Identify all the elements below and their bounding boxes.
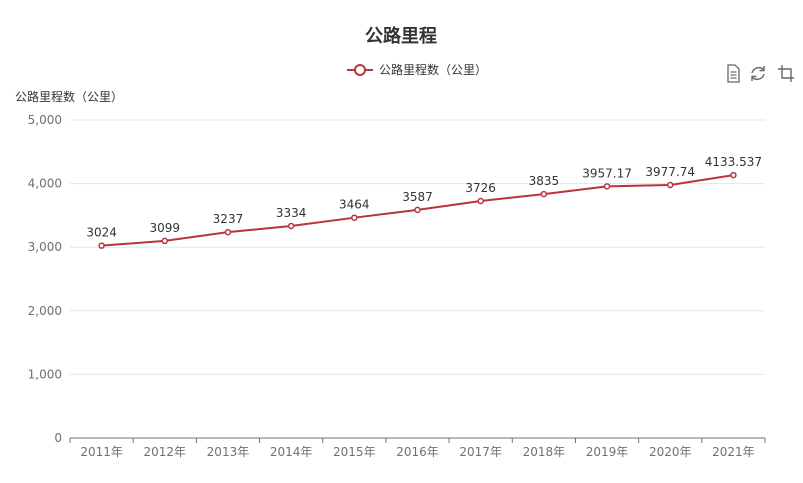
save-image-icon[interactable]	[778, 65, 794, 82]
data-point	[666, 181, 674, 189]
data-view-icon[interactable]	[727, 64, 740, 83]
x-tick-label: 2013年	[207, 445, 250, 459]
legend-circle-marker	[354, 64, 366, 76]
data-label: 4133.537	[705, 155, 762, 169]
toolbox	[727, 64, 794, 83]
x-tick-label: 2011年	[80, 445, 123, 459]
x-tick-label: 2012年	[143, 445, 186, 459]
data-label: 3726	[465, 181, 496, 195]
y-tick-label: 4,000	[28, 177, 62, 191]
data-point	[224, 228, 232, 236]
data-label: 3099	[149, 221, 180, 235]
data-label: 3835	[529, 174, 560, 188]
chart-title: 公路里程	[365, 25, 437, 47]
y-tick-label: 0	[54, 431, 62, 445]
data-point	[477, 197, 484, 205]
data-point	[414, 206, 421, 214]
x-tick-label: 2019年	[586, 445, 629, 459]
y-tick-label: 3,000	[28, 240, 62, 254]
data-point	[603, 183, 611, 190]
data-point	[730, 171, 737, 179]
data-label: 3334	[276, 206, 307, 220]
data-label: 3464	[339, 198, 370, 212]
y-axis-name: 公路里程数（公里）	[15, 89, 123, 104]
x-tick-label: 2015年	[333, 445, 376, 459]
data-label: 3587	[402, 190, 433, 204]
data-point	[98, 242, 105, 249]
x-tick-label: 2021年	[712, 445, 755, 459]
plot-area: 0 1,000 2,000 3,000 4,000 5,000 2011年 2012年 2013…	[28, 113, 766, 459]
data-point	[287, 222, 295, 230]
data-point	[540, 190, 548, 198]
data-label: 3957.17	[582, 166, 632, 180]
y-tick-label: 5,000	[28, 113, 62, 127]
x-tick-label: 2014年	[270, 445, 313, 459]
data-label: 3237	[213, 212, 244, 226]
y-tick-label: 2,000	[28, 304, 62, 318]
x-tick-label: 2016年	[396, 445, 439, 459]
restore-icon[interactable]	[751, 66, 765, 81]
data-label: 3024	[86, 226, 117, 240]
legend[interactable]: 公路里程数（公里）	[347, 62, 487, 77]
x-tick-label: 2017年	[459, 445, 502, 459]
x-tick-label: 2018年	[523, 445, 566, 459]
data-point	[161, 237, 169, 245]
data-point	[351, 214, 358, 221]
legend-label: 公路里程数（公里）	[379, 62, 487, 77]
y-tick-label: 1,000	[28, 367, 62, 381]
x-tick-label: 2020年	[649, 445, 692, 459]
data-label: 3977.74	[645, 165, 695, 179]
